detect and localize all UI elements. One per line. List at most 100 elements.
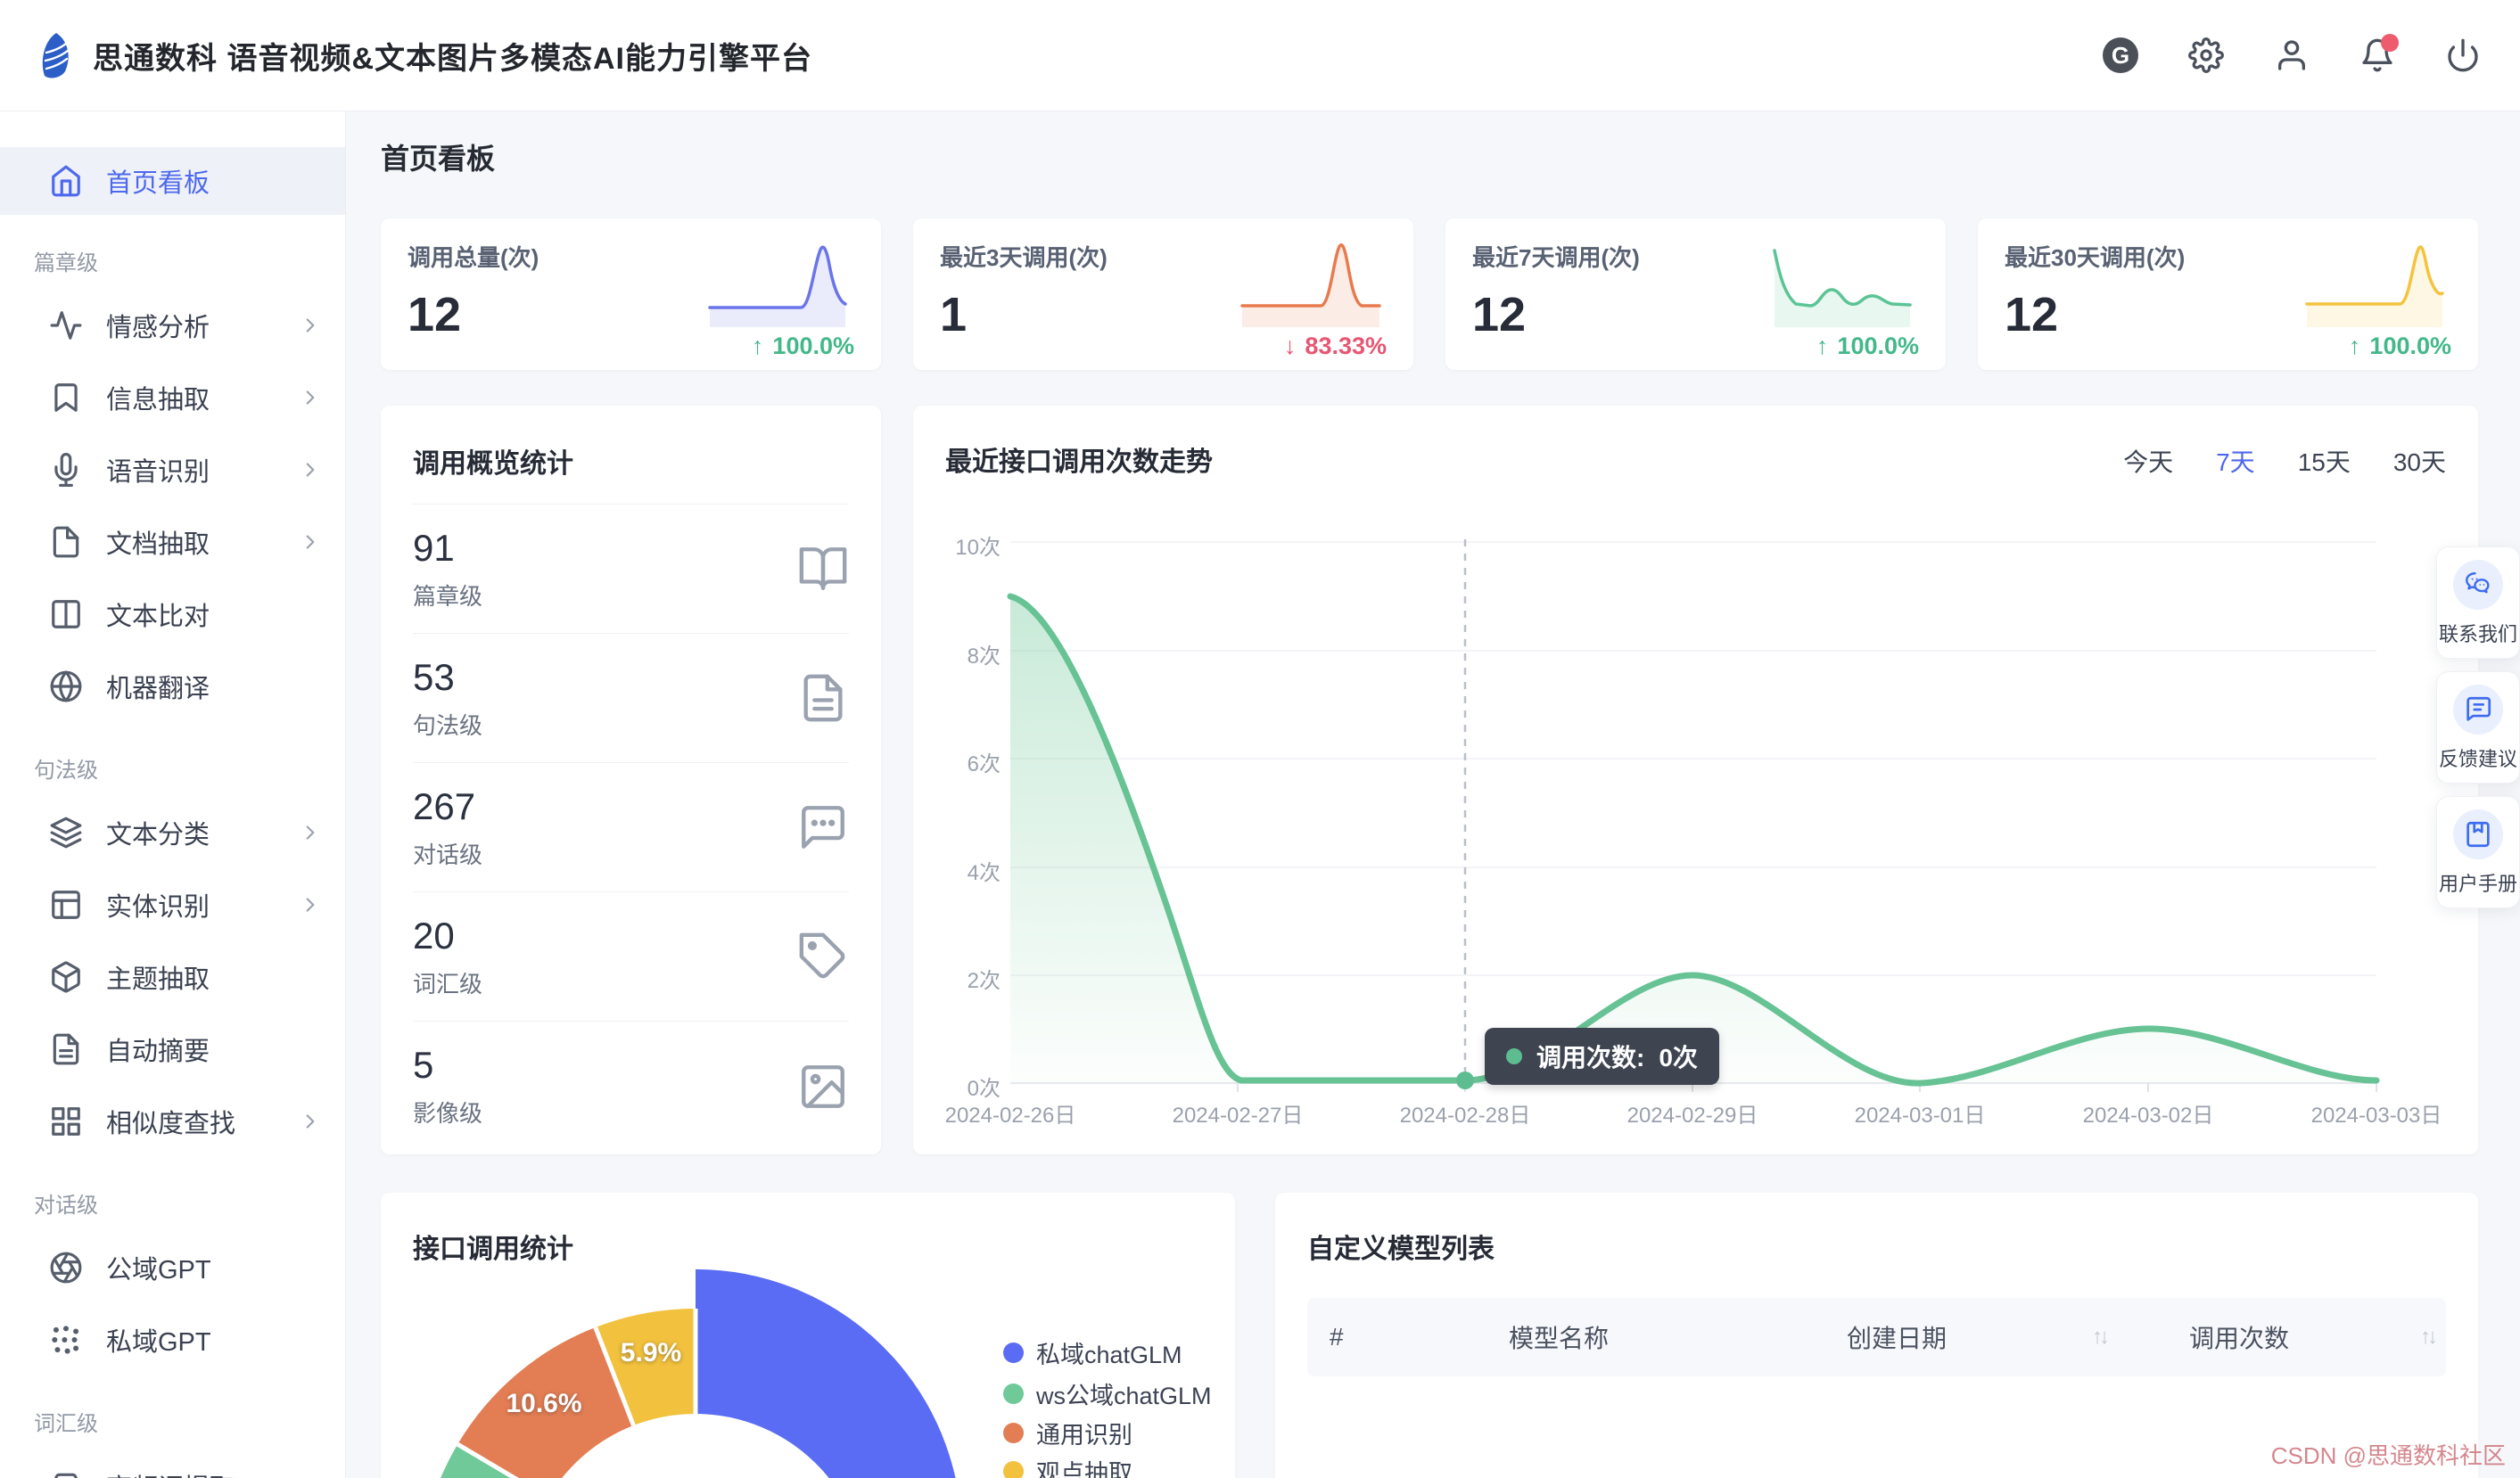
stat-percent: 100.0% <box>1837 333 1919 359</box>
layers-icon <box>49 816 83 850</box>
package-icon <box>49 960 83 994</box>
layout-icon <box>49 888 83 922</box>
sort-create-date-icon[interactable]: ↑ ↓ <box>2092 1325 2110 1349</box>
x-axis-tick: 2024-03-03日 <box>2310 1104 2442 1128</box>
sidebar-item-text-classify[interactable]: 文本分类 <box>0 796 345 868</box>
overview-value: 20 <box>413 914 455 957</box>
sidebar-item-info-extract[interactable]: 信息抽取 <box>0 361 345 433</box>
page-title: 首页看板 <box>381 143 496 175</box>
stat-label: 最近3天调用(次) <box>940 244 1108 271</box>
sidebar-item-label: 情感分析 <box>106 313 210 342</box>
y-axis-tick: 8次 <box>967 645 1001 669</box>
sidebar-item-translate[interactable]: 机器翻译 <box>0 650 345 722</box>
overview-value: 53 <box>413 655 455 698</box>
sidebar-section-label: 对话级 <box>34 1194 98 1218</box>
stat-label: 最近7天调用(次) <box>1472 244 1640 271</box>
app-header: 思通数科 语音视频&文本图片多模态AI能力引擎平台 G <box>0 0 2520 111</box>
col-model-name: 模型名称 <box>1509 1325 1610 1352</box>
feedback-button[interactable]: 反馈建议 <box>2436 671 2520 784</box>
trend-chart-panel: 最近接口调用次数走势 今天 7天 15天 30天 <box>913 406 2478 1154</box>
aperture-icon <box>49 1251 83 1285</box>
sidebar-item-doc-extract[interactable]: 文档抽取 <box>0 505 345 578</box>
sidebar-item-topic[interactable]: 主题抽取 <box>0 940 345 1013</box>
pie-slice-general-recognition <box>457 1327 635 1478</box>
inbox-icon <box>49 1469 83 1478</box>
trend-line-chart[interactable] <box>913 406 2478 1154</box>
sidebar-item-private-gpt[interactable]: 私域GPT <box>0 1303 345 1375</box>
legend-item-private-chatglm[interactable]: 私域chatGLM <box>1003 1335 1182 1370</box>
float-label: 联系我们 <box>2438 623 2517 645</box>
col-index: # <box>1330 1323 1344 1351</box>
g-badge-icon[interactable]: G <box>2101 36 2140 75</box>
sidebar-item-sentiment[interactable]: 情感分析 <box>0 289 345 361</box>
sparkline-purple <box>708 245 847 327</box>
sidebar-item-label: 公域GPT <box>106 1255 211 1285</box>
settings-icon[interactable] <box>2186 36 2226 75</box>
brand: 思通数科 语音视频&文本图片多模态AI能力引擎平台 <box>37 31 812 79</box>
sidebar-item-public-gpt[interactable]: 公域GPT <box>0 1231 345 1303</box>
overview-title: 调用概览统计 <box>413 449 573 479</box>
sidebar-item-summary[interactable]: 自动摘要 <box>0 1013 345 1085</box>
watermark: CSDN @思通数科社区 <box>2270 1442 2506 1469</box>
sidebar-item-label: 首页看板 <box>106 169 210 198</box>
notifications-icon[interactable] <box>2358 34 2399 75</box>
sidebar-section-label: 句法级 <box>34 759 98 783</box>
filter-30d[interactable]: 30天 <box>2392 448 2446 476</box>
user-icon[interactable] <box>2272 36 2311 75</box>
filter-15d[interactable]: 15天 <box>2297 448 2351 476</box>
stat-trend: ↑ 100.0% <box>2349 333 2451 360</box>
legend-item-ws-public-chatglm[interactable]: ws公域chatGLM <box>1003 1376 1212 1411</box>
sidebar-item-text-compare[interactable]: 文本比对 <box>0 578 345 650</box>
contact-us-button[interactable]: 联系我们 <box>2436 546 2520 659</box>
sidebar-section-label: 词汇级 <box>34 1412 98 1436</box>
filter-today[interactable]: 今天 <box>2123 448 2174 476</box>
sidebar-item-similarity[interactable]: 相似度查找 <box>0 1085 345 1157</box>
user-manual-button[interactable]: 用户手册 <box>2436 796 2520 908</box>
sidebar-item-keyword[interactable]: 高频词提取 <box>0 1449 345 1478</box>
sidebar-item-label: 语音识别 <box>106 457 210 487</box>
pie-slice-private-chatglm <box>695 1309 951 1478</box>
sidebar-item-speech[interactable]: 语音识别 <box>0 433 345 505</box>
float-menu: 联系我们 反馈建议 用户手册 <box>2436 546 2520 908</box>
api-donut-chart[interactable] <box>381 1193 1235 1478</box>
table-header-row: # 模型名称 创建日期 ↑ ↓ 调用次数 ↑ ↓ <box>1307 1298 2446 1376</box>
filter-7d[interactable]: 7天 <box>2216 448 2255 476</box>
sidebar-item-label: 相似度查找 <box>106 1109 236 1138</box>
arrow-down-icon: ↓ <box>1283 333 1297 359</box>
activity-icon <box>49 308 83 342</box>
overview-label: 对话级 <box>413 841 483 868</box>
legend-item-opinion-extract[interactable]: 观点抽取 <box>1003 1454 1132 1478</box>
sort-call-count-icon[interactable]: ↑ ↓ <box>2420 1325 2438 1349</box>
power-icon[interactable] <box>2443 36 2483 75</box>
pie-slice-opinion-extract <box>595 1308 697 1426</box>
feedback-icon <box>2453 685 2503 735</box>
overview-row-vocab: 20 词汇级 <box>413 892 849 1022</box>
y-axis-tick: 4次 <box>967 861 1001 885</box>
bookmark-icon <box>49 381 83 415</box>
overview-row-image: 5 影像级 <box>413 1022 849 1151</box>
hover-point <box>1456 1072 1474 1089</box>
pie-title: 接口调用统计 <box>413 1235 573 1264</box>
chevron-right-icon <box>299 1110 322 1133</box>
sidebar-item-dashboard[interactable]: 首页看板 <box>0 147 345 215</box>
overview-value: 267 <box>413 784 476 827</box>
sidebar: 首页看板 篇章级 情感分析 信息抽取 语音识别 文档抽取 文本比对 <box>0 111 346 1478</box>
mic-icon <box>49 452 83 487</box>
tooltip-value: 0次 <box>1659 1044 1698 1072</box>
sidebar-item-label: 高频词提取 <box>106 1467 235 1478</box>
arrow-up-icon: ↑ <box>1816 333 1829 359</box>
stat-trend: ↑ 100.0% <box>752 333 854 360</box>
sidebar-item-label: 私域GPT <box>106 1327 211 1357</box>
stat-value: 12 <box>408 288 462 341</box>
sidebar-item-entity[interactable]: 实体识别 <box>0 868 345 940</box>
legend-item-general-recognition[interactable]: 通用识别 <box>1003 1416 1132 1450</box>
stat-value: 1 <box>940 288 968 341</box>
api-pie-panel: 接口调用统计 <box>381 1193 1235 1478</box>
chevron-right-icon <box>299 386 322 409</box>
sidebar-item-label: 主题抽取 <box>106 965 210 994</box>
trend-line <box>1007 593 2380 1087</box>
globe-icon <box>49 669 83 703</box>
pie-datalabel-yellow: 5.9% <box>620 1338 682 1367</box>
stat-card-3day: 最近3天调用(次) 1 ↓ 83.33% <box>913 218 1413 370</box>
